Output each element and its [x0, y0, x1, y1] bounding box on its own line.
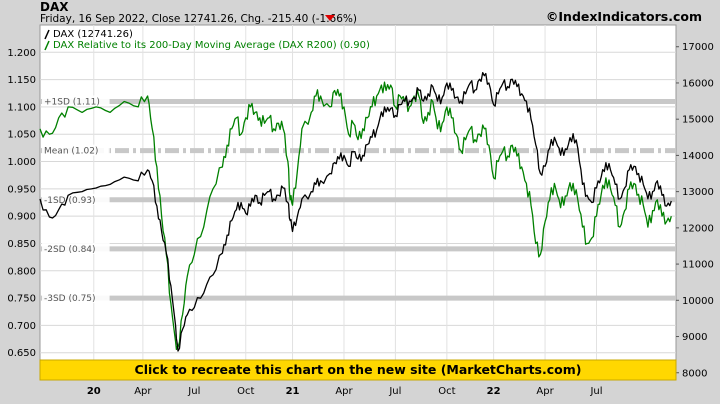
legend-label-dax: DAX (12741.26)	[53, 29, 133, 40]
right-tick-label: 16000	[682, 78, 714, 89]
plot-area	[39, 24, 677, 381]
x-tick-label: Apr	[134, 386, 152, 397]
sd-bands: +1SD (1.11) Mean (1.02) -1SD (0.93) -2SD (0…	[40, 95, 676, 304]
right-tick-label: 11000	[682, 260, 714, 271]
left-tick-label: 0.950	[7, 184, 36, 195]
sd-band-label: Mean (1.02)	[44, 147, 98, 157]
series-line-dax	[39, 71, 672, 352]
chart-title: DAX	[40, 0, 69, 14]
sd-band-label-bg	[42, 292, 110, 304]
right-tick-label: 13000	[682, 187, 714, 198]
left-axis: 1.200 1.150 1.100 1.050 1.000 0.950 0.900 0.850…	[7, 48, 36, 359]
right-tick-label: 14000	[682, 151, 714, 162]
sd-band-label: +1SD (1.11)	[44, 97, 100, 107]
left-tick-label: 1.200	[7, 48, 36, 59]
left-tick-label: 1.100	[7, 102, 36, 113]
left-tick-label: 0.800	[7, 266, 36, 277]
left-tick-label: 0.750	[7, 294, 36, 305]
x-axis: 20 Apr Jul Oct 21 Apr Jul Oct 22 Apr Jul	[87, 386, 603, 397]
left-tick-label: 1.150	[7, 75, 36, 86]
legend: DAX (12741.26) DAX Relative to its 200-D…	[44, 29, 370, 51]
sd-band-label: -2SD (0.84)	[44, 245, 96, 255]
right-tick-label: 10000	[682, 296, 714, 307]
sd-band-label-bg	[42, 193, 110, 205]
series-layer	[39, 71, 672, 352]
x-tick-label: Jul	[388, 386, 401, 397]
site-credit[interactable]: ©IndexIndicators.com	[546, 9, 702, 24]
left-tick-label: 1.050	[7, 130, 36, 141]
sd-band-label-bg	[42, 242, 110, 254]
right-axis: 17000 16000 15000 14000 13000 12000 11000 10000…	[676, 42, 714, 379]
banner-text[interactable]: Click to recreate this chart on the new …	[135, 362, 582, 377]
left-tick-label: 0.650	[7, 348, 36, 359]
left-tick-label: 0.850	[7, 239, 36, 250]
x-tick-label: 21	[286, 386, 300, 397]
sd-band-label-bg	[42, 95, 110, 107]
sd-band-label: -1SD (0.93)	[44, 196, 96, 206]
sd-band-label: -3SD (0.75)	[44, 294, 96, 304]
series-line-r200	[39, 81, 672, 351]
x-tick-label: 20	[87, 386, 101, 397]
x-tick-label: Oct	[438, 386, 455, 397]
legend-label-r200: DAX Relative to its 200-Day Moving Avera…	[53, 40, 370, 51]
sd-band-label-bg	[42, 144, 110, 156]
legend-swatch-r200	[44, 40, 50, 51]
x-tick-label: Apr	[335, 386, 353, 397]
banner-box[interactable]	[39, 359, 677, 381]
right-tick-label: 17000	[682, 42, 714, 53]
right-tick-label: 9000	[682, 332, 707, 343]
chart-subtitle: Friday, 16 Sep 2022, Close 12741.26, Chg…	[40, 13, 357, 25]
x-tick-label: 22	[487, 386, 501, 397]
down-triangle-icon	[325, 15, 335, 21]
right-tick-label: 8000	[682, 368, 707, 379]
legend-swatch-dax	[44, 29, 50, 40]
x-tick-label: Jul	[187, 386, 200, 397]
left-tick-label: 0.900	[7, 212, 36, 223]
right-tick-label: 12000	[682, 223, 714, 234]
right-tick-label: 15000	[682, 115, 714, 126]
left-tick-label: 0.700	[7, 321, 36, 332]
x-tick-label: Apr	[536, 386, 554, 397]
x-tick-label: Oct	[237, 386, 254, 397]
left-tick-label: 1.000	[7, 157, 36, 168]
x-tick-label: Jul	[589, 386, 602, 397]
